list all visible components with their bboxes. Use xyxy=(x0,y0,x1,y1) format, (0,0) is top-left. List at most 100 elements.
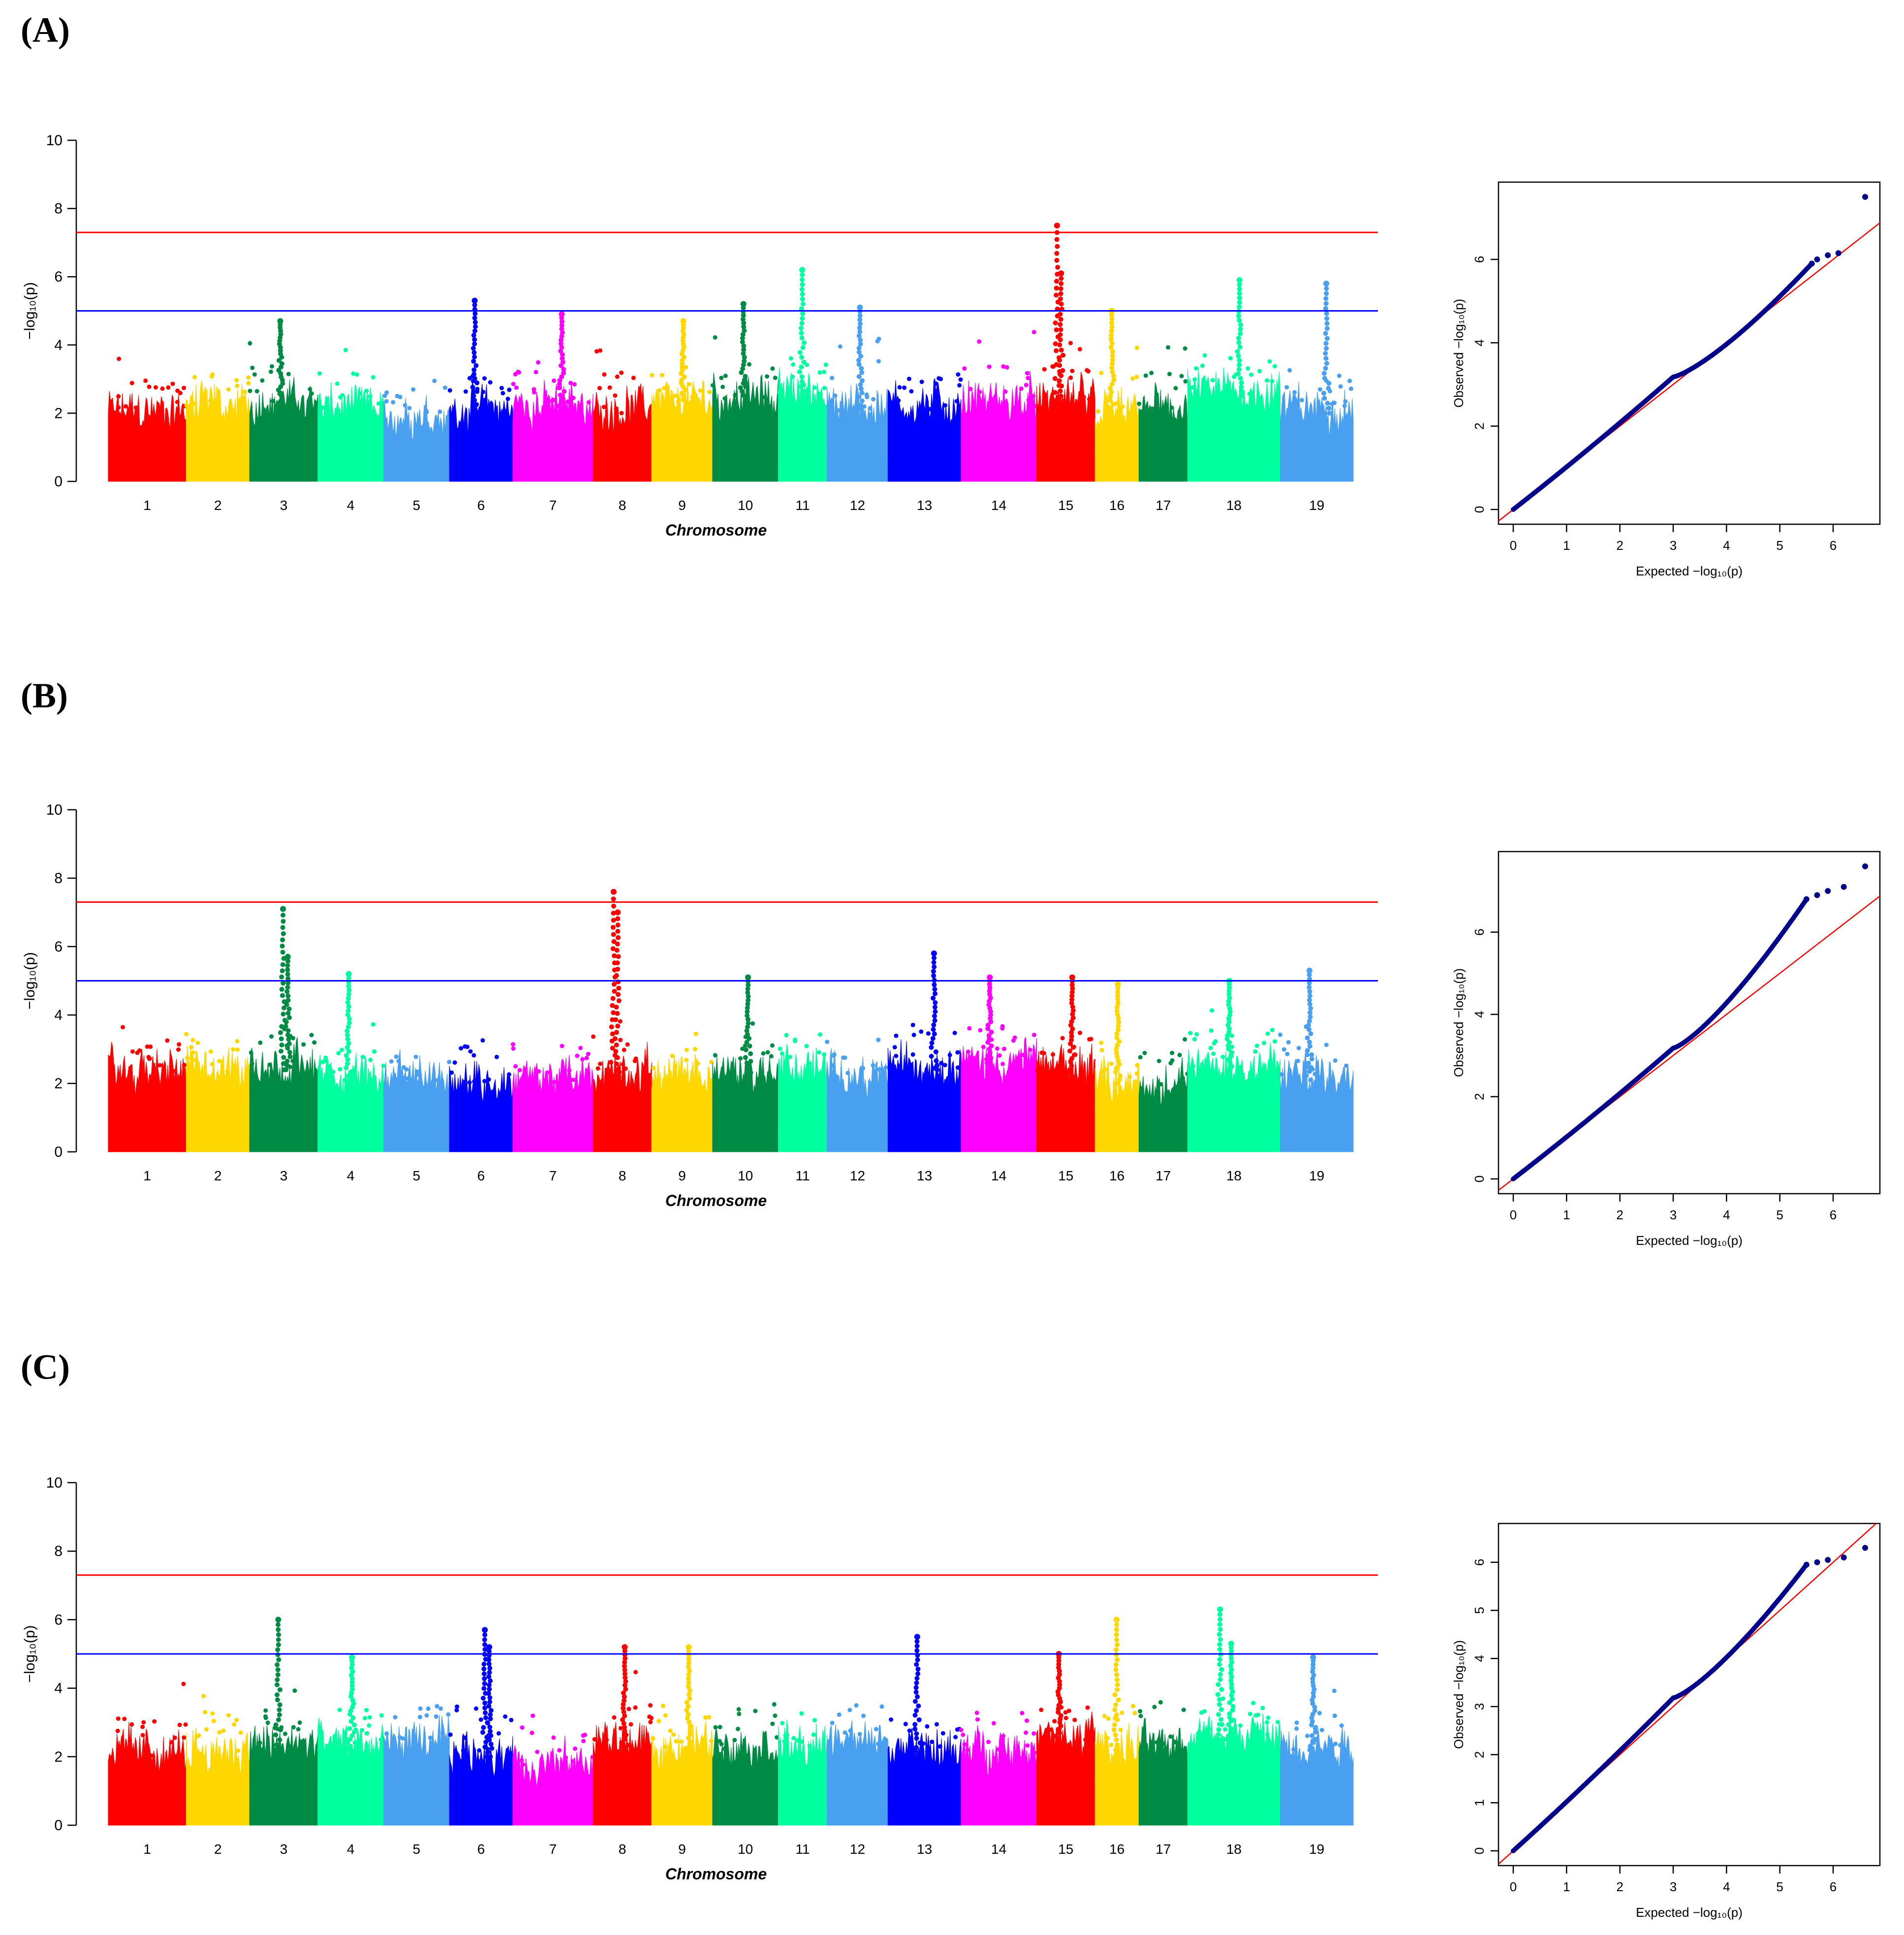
snp-point xyxy=(335,381,340,386)
snp-point xyxy=(359,399,364,404)
snp-point xyxy=(507,387,512,392)
peak-point xyxy=(1113,1667,1119,1673)
snp-point xyxy=(440,1731,445,1735)
peak-point xyxy=(687,1688,692,1693)
peak-point xyxy=(470,406,475,412)
peak-point xyxy=(1113,1732,1118,1738)
snp-point xyxy=(1270,379,1275,384)
snp-point xyxy=(263,1715,268,1720)
snp-point xyxy=(486,1077,491,1082)
qq-x-tick-label: 3 xyxy=(1670,538,1677,553)
peak-point xyxy=(1324,326,1330,331)
peak-point xyxy=(487,1670,492,1675)
snp-point xyxy=(1339,1723,1344,1728)
snp-point xyxy=(424,1713,429,1718)
peak-point xyxy=(1238,331,1243,336)
snp-point xyxy=(345,1740,350,1745)
snp-point xyxy=(1247,391,1252,396)
peak-top-point xyxy=(1236,277,1243,284)
manhattan-x-label: Chromosome xyxy=(665,1192,767,1209)
peak-point xyxy=(858,382,863,387)
peak-point xyxy=(1308,1078,1313,1083)
peak-chr10 xyxy=(743,974,753,1079)
snp-point xyxy=(648,1703,653,1708)
snp-point xyxy=(221,1728,226,1733)
chromosome-band-16 xyxy=(1094,346,1139,482)
peak-point xyxy=(800,301,806,307)
snp-point xyxy=(108,1062,113,1067)
peak-point xyxy=(1113,1662,1119,1667)
snp-point xyxy=(693,1031,698,1036)
peak-point xyxy=(679,378,684,383)
snp-point xyxy=(552,1079,557,1084)
snp-point xyxy=(418,1706,423,1711)
snp-point xyxy=(513,372,518,377)
snp-point xyxy=(894,1053,899,1058)
snp-point xyxy=(1130,376,1135,381)
peak-point xyxy=(279,1048,284,1054)
snp-point xyxy=(1229,1033,1234,1038)
snp-point xyxy=(560,1044,564,1048)
snp-point xyxy=(141,1720,146,1725)
peak-point xyxy=(1310,1712,1315,1717)
x-tick-label-chr17: 17 xyxy=(1155,498,1171,513)
peak-chr10 xyxy=(738,301,749,406)
peak-point xyxy=(856,346,862,351)
peak-point xyxy=(1114,1035,1120,1040)
snp-point xyxy=(773,1713,778,1718)
peak-point xyxy=(287,1054,293,1059)
snp-point xyxy=(317,371,322,376)
peak-top-point xyxy=(987,974,993,981)
peak-point xyxy=(1110,349,1115,354)
peak-point xyxy=(856,407,861,412)
x-tick-label-chr6: 6 xyxy=(477,498,485,513)
snp-point xyxy=(1120,404,1125,409)
manhattan-x-label: Chromosome xyxy=(665,1865,767,1883)
peak-point xyxy=(557,381,562,387)
snp-point xyxy=(267,1062,272,1067)
peak-point xyxy=(1237,358,1242,363)
peak-point xyxy=(1237,295,1242,301)
x-tick-label-chr15: 15 xyxy=(1058,1841,1073,1857)
peak-chr15 xyxy=(1056,270,1067,409)
chromosome-band-17 xyxy=(1138,1037,1190,1152)
peak-point xyxy=(740,389,745,394)
peak-point xyxy=(933,1009,938,1015)
peak-point xyxy=(273,1722,279,1727)
x-tick-label-chr6: 6 xyxy=(477,1168,485,1183)
snp-point xyxy=(1338,1743,1342,1747)
peak-point xyxy=(1306,1060,1311,1066)
snp-point xyxy=(689,401,694,406)
snp-point xyxy=(394,1077,399,1082)
peak-point xyxy=(1108,394,1113,399)
peak-point xyxy=(345,1061,350,1066)
chromosome-band-12 xyxy=(827,337,888,482)
snp-point xyxy=(351,371,356,376)
snp-point xyxy=(449,1070,454,1075)
peak-point xyxy=(622,1682,627,1688)
snp-point xyxy=(1004,365,1009,370)
peak-point xyxy=(472,319,478,325)
peak-point xyxy=(1216,1727,1221,1732)
qq-x-label: Expected −log₁₀(p) xyxy=(1636,564,1743,578)
peak-point xyxy=(741,347,747,352)
chromosome-band-9 xyxy=(650,365,713,482)
peak-point xyxy=(1217,1657,1222,1662)
peak-point xyxy=(346,1049,351,1054)
snp-point xyxy=(1275,1720,1280,1724)
snp-point xyxy=(1000,1737,1005,1742)
peak-point xyxy=(688,1743,693,1748)
peak-point xyxy=(800,311,806,317)
snp-point xyxy=(1135,1063,1140,1068)
peak-point xyxy=(1311,1694,1316,1699)
peak-point xyxy=(932,986,937,992)
snp-point xyxy=(937,1744,942,1749)
snp-point xyxy=(1039,1708,1044,1713)
peak-chr16 xyxy=(1113,981,1123,1086)
snp-point xyxy=(717,1739,722,1744)
snp-point xyxy=(143,378,148,383)
peak-point xyxy=(1217,1622,1222,1627)
peak-point xyxy=(1236,371,1241,377)
qq-y-tick-label: 4 xyxy=(1472,1655,1487,1662)
peak-point xyxy=(1311,1665,1316,1671)
